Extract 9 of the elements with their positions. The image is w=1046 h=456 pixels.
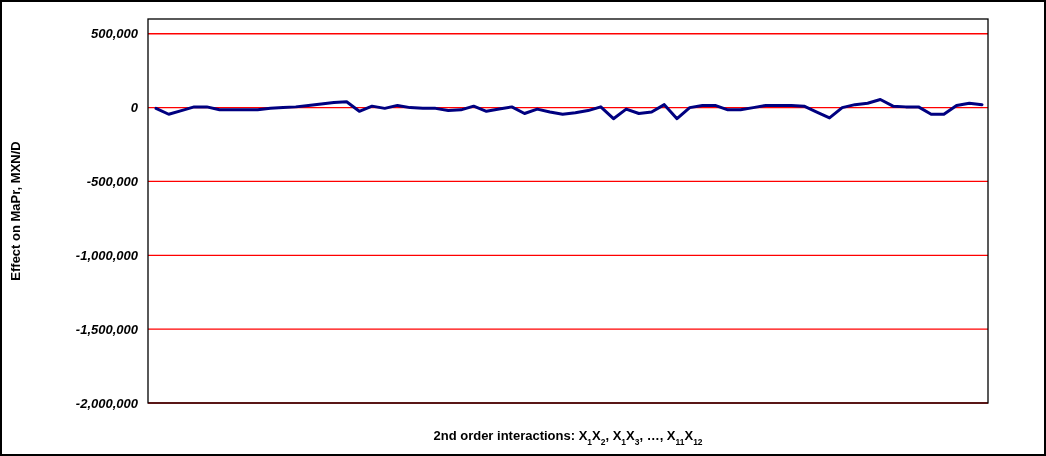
y-tick-label: -2,000,000 bbox=[75, 395, 139, 411]
text: 2nd order interactions: X$_{1}$X$_{2}$, X$_{1}$X$_{3}$, …, X$_{11}$X$_{12}$ bbox=[433, 428, 703, 447]
y-tick-label: -500,000 bbox=[86, 174, 139, 190]
y-tick-label: -1,500,000 bbox=[75, 321, 139, 337]
y-tick-label: 500,000 bbox=[91, 26, 139, 42]
y-tick-label: 0 bbox=[130, 100, 139, 116]
y-axis-title: Effect on MaPr, MXN/D bbox=[8, 141, 23, 281]
line-series bbox=[154, 97, 984, 121]
y-tick-label: -1,000,000 bbox=[75, 247, 139, 263]
